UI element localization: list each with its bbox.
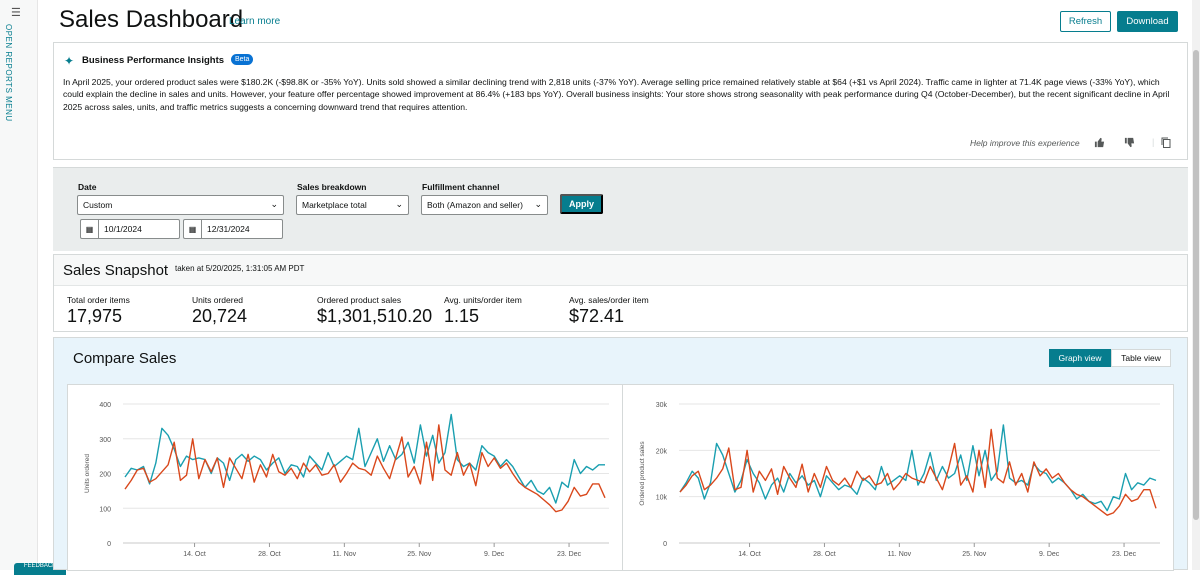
menu-icon[interactable]: ☰ xyxy=(11,7,21,19)
divider: | xyxy=(1152,137,1155,147)
calendar-icon: ▦ xyxy=(184,220,202,238)
chevron-down-icon: ⌄ xyxy=(534,199,542,209)
x-tick-label: 14. Oct xyxy=(738,551,761,558)
graph-view-button[interactable]: Graph view xyxy=(1049,349,1111,367)
metric-value: 1.15 xyxy=(444,306,480,326)
series-line-2[interactable] xyxy=(679,428,1157,516)
metric-value: 20,724 xyxy=(192,306,248,326)
x-tick-label: 11. Nov xyxy=(333,551,357,558)
scrollbar[interactable] xyxy=(1192,0,1200,570)
sparkle-icon: ✦ xyxy=(64,54,75,68)
scrollbar-thumb[interactable] xyxy=(1193,50,1199,520)
snapshot-timestamp: taken at 5/20/2025, 1:31:05 AM PDT xyxy=(175,264,305,273)
y-tick-label: 0 xyxy=(663,541,667,548)
x-tick-label: 23. Dec xyxy=(1112,551,1137,558)
x-tick-label: 28. Oct xyxy=(258,551,281,558)
metric-label: Units ordered xyxy=(192,295,244,305)
series-line-2[interactable] xyxy=(124,424,606,513)
y-tick-label: 100 xyxy=(99,506,111,513)
thumbs-down-icon[interactable] xyxy=(1124,137,1135,150)
end-date-field[interactable]: ▦ 12/31/2024 xyxy=(183,219,283,239)
breakdown-label: Sales breakdown xyxy=(297,182,367,192)
channel-select[interactable]: Both (Amazon and seller) ⌄ xyxy=(421,195,548,215)
channel-select-value: Both (Amazon and seller) xyxy=(427,200,523,210)
y-axis-label: Ordered product sales xyxy=(639,441,646,506)
insights-panel: ✦ Business Performance Insights Beta In … xyxy=(53,42,1188,160)
x-tick-label: 14. Oct xyxy=(183,551,206,558)
y-tick-label: 400 xyxy=(99,402,111,409)
compare-title: Compare Sales xyxy=(73,350,177,367)
sales-chart: 0 10k 20k 30k Ordered product sales 14. Oct 28… xyxy=(639,402,1160,558)
snapshot-title: Sales Snapshot xyxy=(63,262,169,279)
start-date-field[interactable]: ▦ 10/1/2024 xyxy=(80,219,180,239)
metric-value: $1,301,510.20 xyxy=(317,306,433,326)
metric-value: $72.41 xyxy=(569,306,625,326)
units-chart: 0 100 200 300 400 Units ordered 14. Oct 28. Oct… xyxy=(84,402,609,558)
metric-label: Avg. sales/order item xyxy=(569,295,649,305)
y-tick-label: 0 xyxy=(107,541,111,548)
y-tick-label: 20k xyxy=(656,448,668,455)
date-select[interactable]: Custom ⌄ xyxy=(77,195,284,215)
learn-more-link[interactable]: Learn more xyxy=(229,16,281,27)
y-tick-label: 30k xyxy=(656,402,668,409)
date-label: Date xyxy=(78,182,97,192)
date-select-value: Custom xyxy=(83,200,113,210)
header: Sales Dashboard Learn more Refresh Downl… xyxy=(58,4,1188,38)
snapshot-header: Sales Snapshot taken at 5/20/2025, 1:31:… xyxy=(54,255,1187,286)
insights-text: In April 2025, your ordered product sale… xyxy=(63,77,1170,112)
sales-snapshot: Sales Snapshot taken at 5/20/2025, 1:31:… xyxy=(53,254,1188,332)
left-rail: ☰ OPEN REPORTS MENU xyxy=(0,0,38,570)
y-tick-label: 300 xyxy=(99,437,111,444)
chevron-down-icon: ⌄ xyxy=(395,199,403,209)
y-tick-label: 10k xyxy=(656,495,668,502)
open-reports-menu[interactable]: OPEN REPORTS MENU xyxy=(4,24,13,122)
copy-icon[interactable] xyxy=(1161,137,1171,150)
refresh-button[interactable]: Refresh xyxy=(1060,11,1111,32)
metric-label: Avg. units/order item xyxy=(444,295,522,305)
insights-title: Business Performance Insights xyxy=(82,55,225,66)
metric-label: Ordered product sales xyxy=(317,295,402,305)
apply-button[interactable]: Apply xyxy=(560,194,603,214)
y-axis-label: Units ordered xyxy=(84,454,91,493)
x-tick-label: 28. Oct xyxy=(813,551,836,558)
calendar-icon: ▦ xyxy=(81,220,99,238)
x-tick-label: 25. Nov xyxy=(962,551,987,558)
series-line-1[interactable] xyxy=(124,413,605,504)
metric-value: 17,975 xyxy=(67,306,123,326)
x-tick-label: 23. Dec xyxy=(557,551,582,558)
channel-label: Fulfillment channel xyxy=(422,182,500,192)
x-tick-label: 25. Nov xyxy=(407,551,432,558)
start-date-value: 10/1/2024 xyxy=(104,224,142,234)
breakdown-select[interactable]: Marketplace total ⌄ xyxy=(296,195,409,215)
page-title: Sales Dashboard xyxy=(59,6,244,33)
beta-badge: Beta xyxy=(231,54,254,65)
units-chart-panel: 0 100 200 300 400 Units ordered 14. Oct 28. Oct… xyxy=(67,384,623,571)
breakdown-select-value: Marketplace total xyxy=(302,200,367,210)
filters-bar: Date Custom ⌄ ▦ 10/1/2024 ▦ 12/31/2024 S… xyxy=(53,167,1188,251)
y-tick-label: 200 xyxy=(99,472,111,479)
download-button[interactable]: Download xyxy=(1117,11,1178,32)
x-tick-label: 9. Dec xyxy=(484,551,505,558)
metric-label: Total order items xyxy=(67,295,130,305)
help-improve-text: Help improve this experience xyxy=(970,138,1080,148)
x-tick-label: 9. Dec xyxy=(1039,551,1060,558)
thumbs-up-icon[interactable] xyxy=(1094,137,1105,150)
chevron-down-icon: ⌄ xyxy=(270,199,278,209)
x-tick-label: 11. Nov xyxy=(888,551,912,558)
compare-sales-section: Compare Sales Graph view Table view 0 100… xyxy=(53,337,1188,571)
table-view-button[interactable]: Table view xyxy=(1111,349,1171,367)
end-date-value: 12/31/2024 xyxy=(207,224,250,234)
series-line-1[interactable] xyxy=(679,424,1157,512)
sales-chart-panel: 0 10k 20k 30k Ordered product sales 14. Oct 28… xyxy=(622,384,1174,571)
